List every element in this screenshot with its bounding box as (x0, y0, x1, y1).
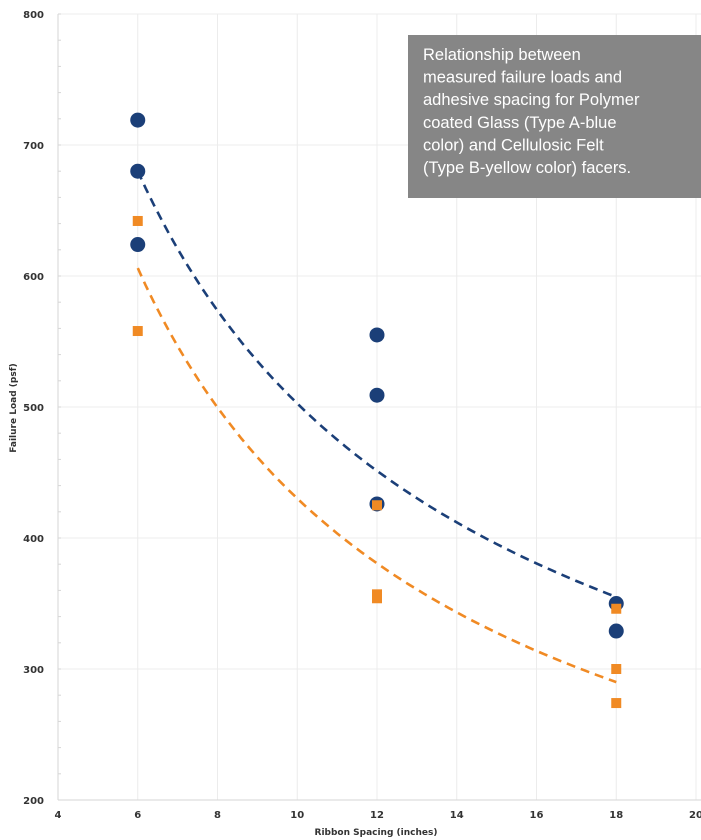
series-2-point (372, 500, 382, 511)
x-tick-label: 8 (214, 810, 221, 821)
y-tick-label: 300 (23, 665, 44, 676)
annotation-line: (Type B-yellow color) facers. (423, 159, 631, 177)
series-1-point (130, 163, 146, 179)
series-1-point (369, 387, 385, 403)
x-tick-label: 18 (609, 810, 623, 821)
series-2-point (132, 215, 143, 226)
y-tick-label: 700 (23, 141, 44, 152)
series-2-point (611, 698, 622, 709)
data-points (130, 112, 624, 709)
y-tick-label: 500 (23, 403, 44, 414)
x-tick-label: 10 (290, 810, 304, 821)
x-axis-title: Ribbon Spacing (inches) (315, 828, 438, 838)
x-tick-label: 4 (55, 810, 62, 821)
y-tick-label: 200 (23, 796, 44, 807)
series-1-point (369, 327, 385, 343)
trendlines (136, 170, 617, 684)
annotation-line: color) and Cellulosic Felt (423, 136, 604, 154)
x-tick-label: 16 (530, 810, 544, 821)
series-2-point (132, 326, 143, 337)
annotation-line: adhesive spacing for Polymer (423, 91, 640, 109)
y-tick-label: 600 (23, 272, 44, 283)
y-tick-label: 400 (23, 534, 44, 545)
annotation: Relationship between measured failure loa… (408, 35, 701, 198)
tick-labels: 4 6 8 10 12 14 16 18 20 200 300 400 500 600 700 800 (23, 10, 701, 821)
series-1-point (130, 112, 146, 128)
series-2-point (611, 603, 622, 614)
series-2-point (372, 593, 382, 604)
axes (57, 13, 701, 801)
annotation-line: measured failure loads and (423, 69, 622, 87)
annotation-box (408, 35, 701, 198)
annotation-line: Relationship between (423, 46, 581, 64)
annotation-line: coated Glass (Type A-blue (423, 114, 617, 132)
x-tick-label: 20 (689, 810, 701, 821)
series-1-point (608, 623, 624, 639)
x-tick-label: 6 (134, 810, 141, 821)
y-tick-label: 800 (23, 10, 44, 21)
x-tick-label: 12 (370, 810, 384, 821)
x-tick-label: 14 (450, 810, 464, 821)
y-axis-title: Failure Load (psf) (9, 363, 19, 452)
trendline-1 (136, 170, 617, 599)
series-1-point (130, 237, 146, 253)
series-2-point (611, 664, 622, 674)
